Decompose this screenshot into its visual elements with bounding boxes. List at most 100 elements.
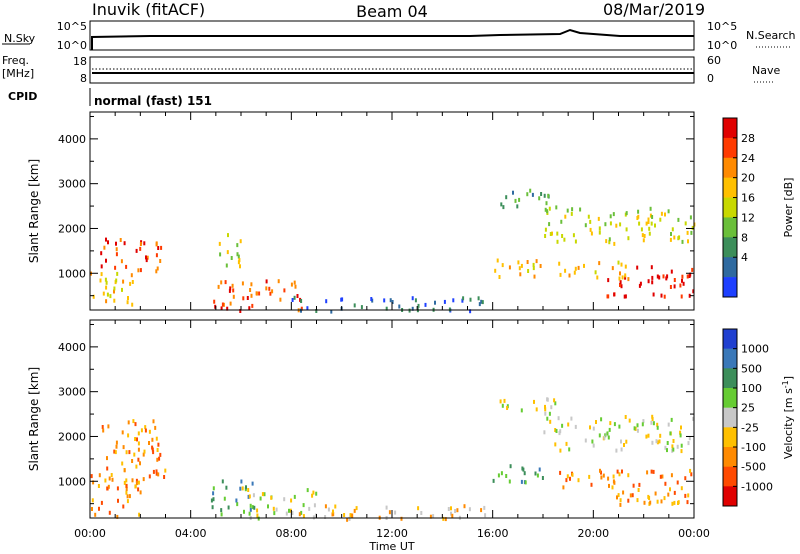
rti-cell — [248, 511, 251, 516]
rti-cell — [691, 225, 694, 230]
rti-cell — [649, 500, 652, 505]
rti-cell — [516, 204, 519, 209]
rti-cell — [524, 480, 527, 485]
rti-cell — [558, 261, 561, 266]
rti-cell — [662, 274, 665, 279]
rti-cell — [97, 484, 100, 488]
rti-cell — [122, 279, 125, 284]
rti-cell — [688, 293, 691, 298]
rti-cell — [548, 222, 551, 227]
plot-frame — [89, 111, 695, 311]
rti-cell — [330, 309, 333, 314]
rti-cell — [673, 278, 676, 282]
rti-cell — [142, 477, 145, 482]
rti-cell — [660, 499, 663, 504]
colorbar-tick-label: 25 — [741, 402, 755, 415]
rti-cell — [659, 474, 662, 479]
colorbar-swatch — [723, 329, 737, 349]
rti-cell — [608, 483, 610, 488]
rti-cell — [561, 423, 564, 428]
rti-cell — [100, 264, 103, 269]
rti-cell — [566, 208, 569, 213]
rti-cell — [636, 216, 639, 220]
nave-tick-top: 60 — [707, 54, 721, 67]
rti-cell — [249, 288, 252, 292]
rti-cell — [628, 418, 631, 423]
rti-cell — [155, 269, 158, 274]
rti-cell — [226, 250, 229, 255]
rti-cell — [492, 478, 495, 483]
rti-cell — [138, 512, 141, 517]
rti-cell — [98, 473, 101, 478]
rti-cell — [306, 488, 309, 493]
colorbar-tick-label: 100 — [741, 382, 762, 395]
rti-cell — [256, 508, 259, 513]
rti-cell — [324, 504, 327, 509]
rti-cell — [106, 486, 109, 491]
colorbar-swatch — [723, 447, 737, 467]
rti-cell — [548, 206, 551, 211]
rti-cell — [277, 279, 280, 284]
rti-cell — [560, 219, 563, 224]
rti-cell — [651, 280, 654, 285]
rti-cell — [649, 213, 652, 218]
rti-cell — [568, 273, 571, 278]
rti-cell — [155, 436, 158, 441]
rti-cell — [229, 301, 232, 306]
colorbar-tick-label: 4 — [741, 251, 748, 264]
rti-cell — [498, 275, 501, 279]
rti-cell — [469, 297, 472, 302]
rti-cell — [584, 438, 587, 443]
rti-cell — [135, 464, 138, 469]
rti-cell — [110, 473, 113, 477]
rti-cell — [289, 508, 292, 513]
rti-cell — [607, 476, 610, 481]
rti-cell — [143, 449, 146, 454]
rti-cell — [111, 477, 114, 482]
rti-cell — [637, 488, 640, 492]
rti-cell — [650, 221, 653, 226]
rti-cell — [159, 259, 162, 263]
rti-cell — [645, 434, 648, 439]
rti-cell — [590, 231, 593, 236]
rti-cell — [156, 448, 159, 452]
rti-cell — [669, 431, 672, 436]
rti-cell — [572, 233, 575, 238]
rti-cell — [612, 479, 615, 484]
rti-cell — [240, 479, 243, 484]
rti-cell — [383, 298, 386, 303]
rti-cell — [645, 221, 648, 226]
rti-cell — [538, 196, 541, 201]
rti-cell — [579, 207, 582, 212]
rti-cell — [669, 285, 672, 289]
rti-cell — [638, 482, 641, 487]
rti-cell — [688, 436, 691, 441]
rti-cell — [642, 419, 645, 424]
rti-cell — [128, 450, 131, 455]
rti-cell — [620, 447, 623, 452]
rti-cell — [600, 417, 603, 422]
rti-cell — [248, 494, 251, 499]
rti-cell — [679, 430, 682, 435]
rti-cell — [114, 265, 117, 270]
rti-cell — [251, 303, 254, 308]
rti-cell — [258, 291, 261, 296]
rti-cell — [312, 515, 315, 520]
rti-cell — [480, 508, 483, 513]
rti-cell — [148, 474, 151, 479]
rti-cell — [152, 419, 155, 424]
rti-cell — [659, 433, 662, 438]
rti-cell — [671, 444, 674, 449]
rti-cell — [647, 220, 650, 224]
rti-cell — [564, 268, 567, 273]
rti-cell — [130, 273, 133, 278]
rti-cell — [434, 300, 436, 305]
rti-cell — [261, 492, 264, 497]
rti-cell — [442, 516, 445, 521]
x-tick-label: 12:00 — [376, 527, 408, 540]
rti-cell — [544, 407, 547, 412]
nsky-trace — [91, 28, 694, 50]
rti-cell — [100, 251, 103, 256]
rti-cell — [544, 404, 546, 409]
